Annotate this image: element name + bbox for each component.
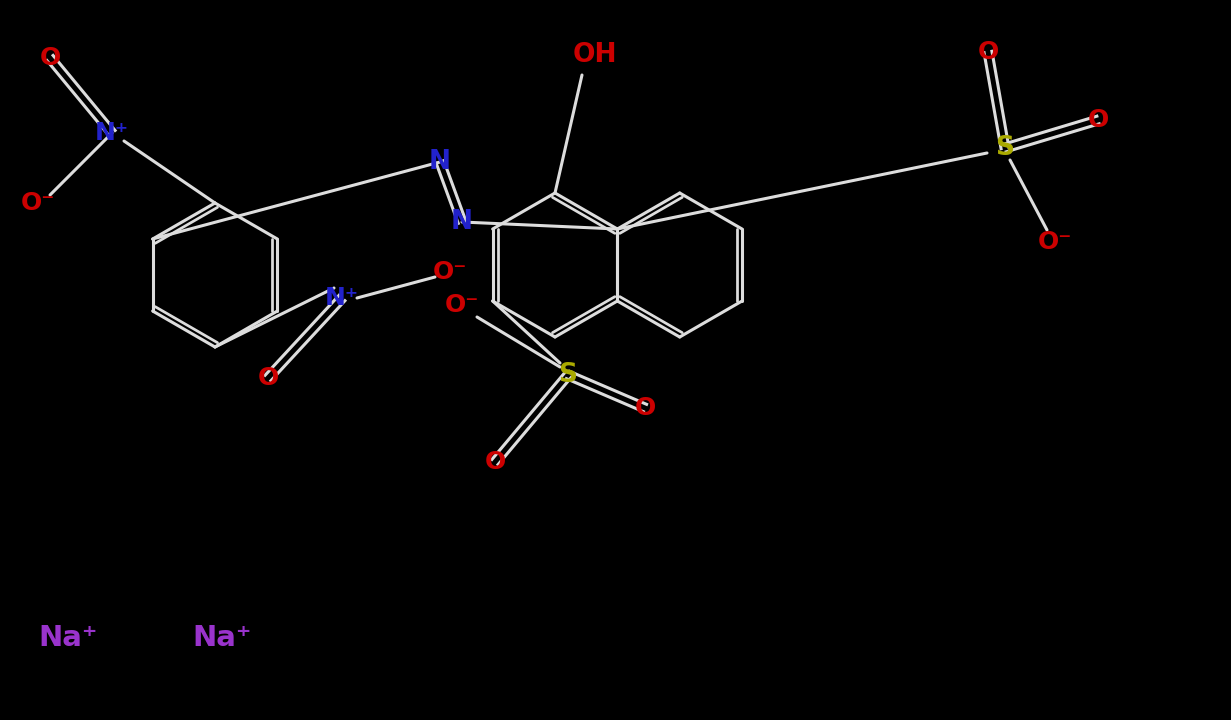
Text: O: O bbox=[484, 450, 506, 474]
Text: O: O bbox=[634, 396, 656, 420]
Text: O⁻: O⁻ bbox=[433, 260, 468, 284]
Text: OH: OH bbox=[572, 42, 617, 68]
Text: S: S bbox=[996, 135, 1014, 161]
Text: O: O bbox=[257, 366, 278, 390]
Text: N⁺: N⁺ bbox=[95, 121, 129, 145]
Text: O: O bbox=[39, 46, 60, 70]
Text: O⁻: O⁻ bbox=[1038, 230, 1072, 254]
Text: N⁺: N⁺ bbox=[325, 286, 359, 310]
Text: O: O bbox=[1087, 108, 1109, 132]
Text: Na⁺: Na⁺ bbox=[192, 624, 251, 652]
Text: S: S bbox=[559, 362, 577, 388]
Text: Na⁺: Na⁺ bbox=[38, 624, 97, 652]
Text: O: O bbox=[977, 40, 998, 64]
Text: N: N bbox=[428, 149, 451, 175]
Text: O⁻: O⁻ bbox=[21, 191, 55, 215]
Text: O⁻: O⁻ bbox=[444, 293, 479, 317]
Text: N: N bbox=[451, 209, 473, 235]
